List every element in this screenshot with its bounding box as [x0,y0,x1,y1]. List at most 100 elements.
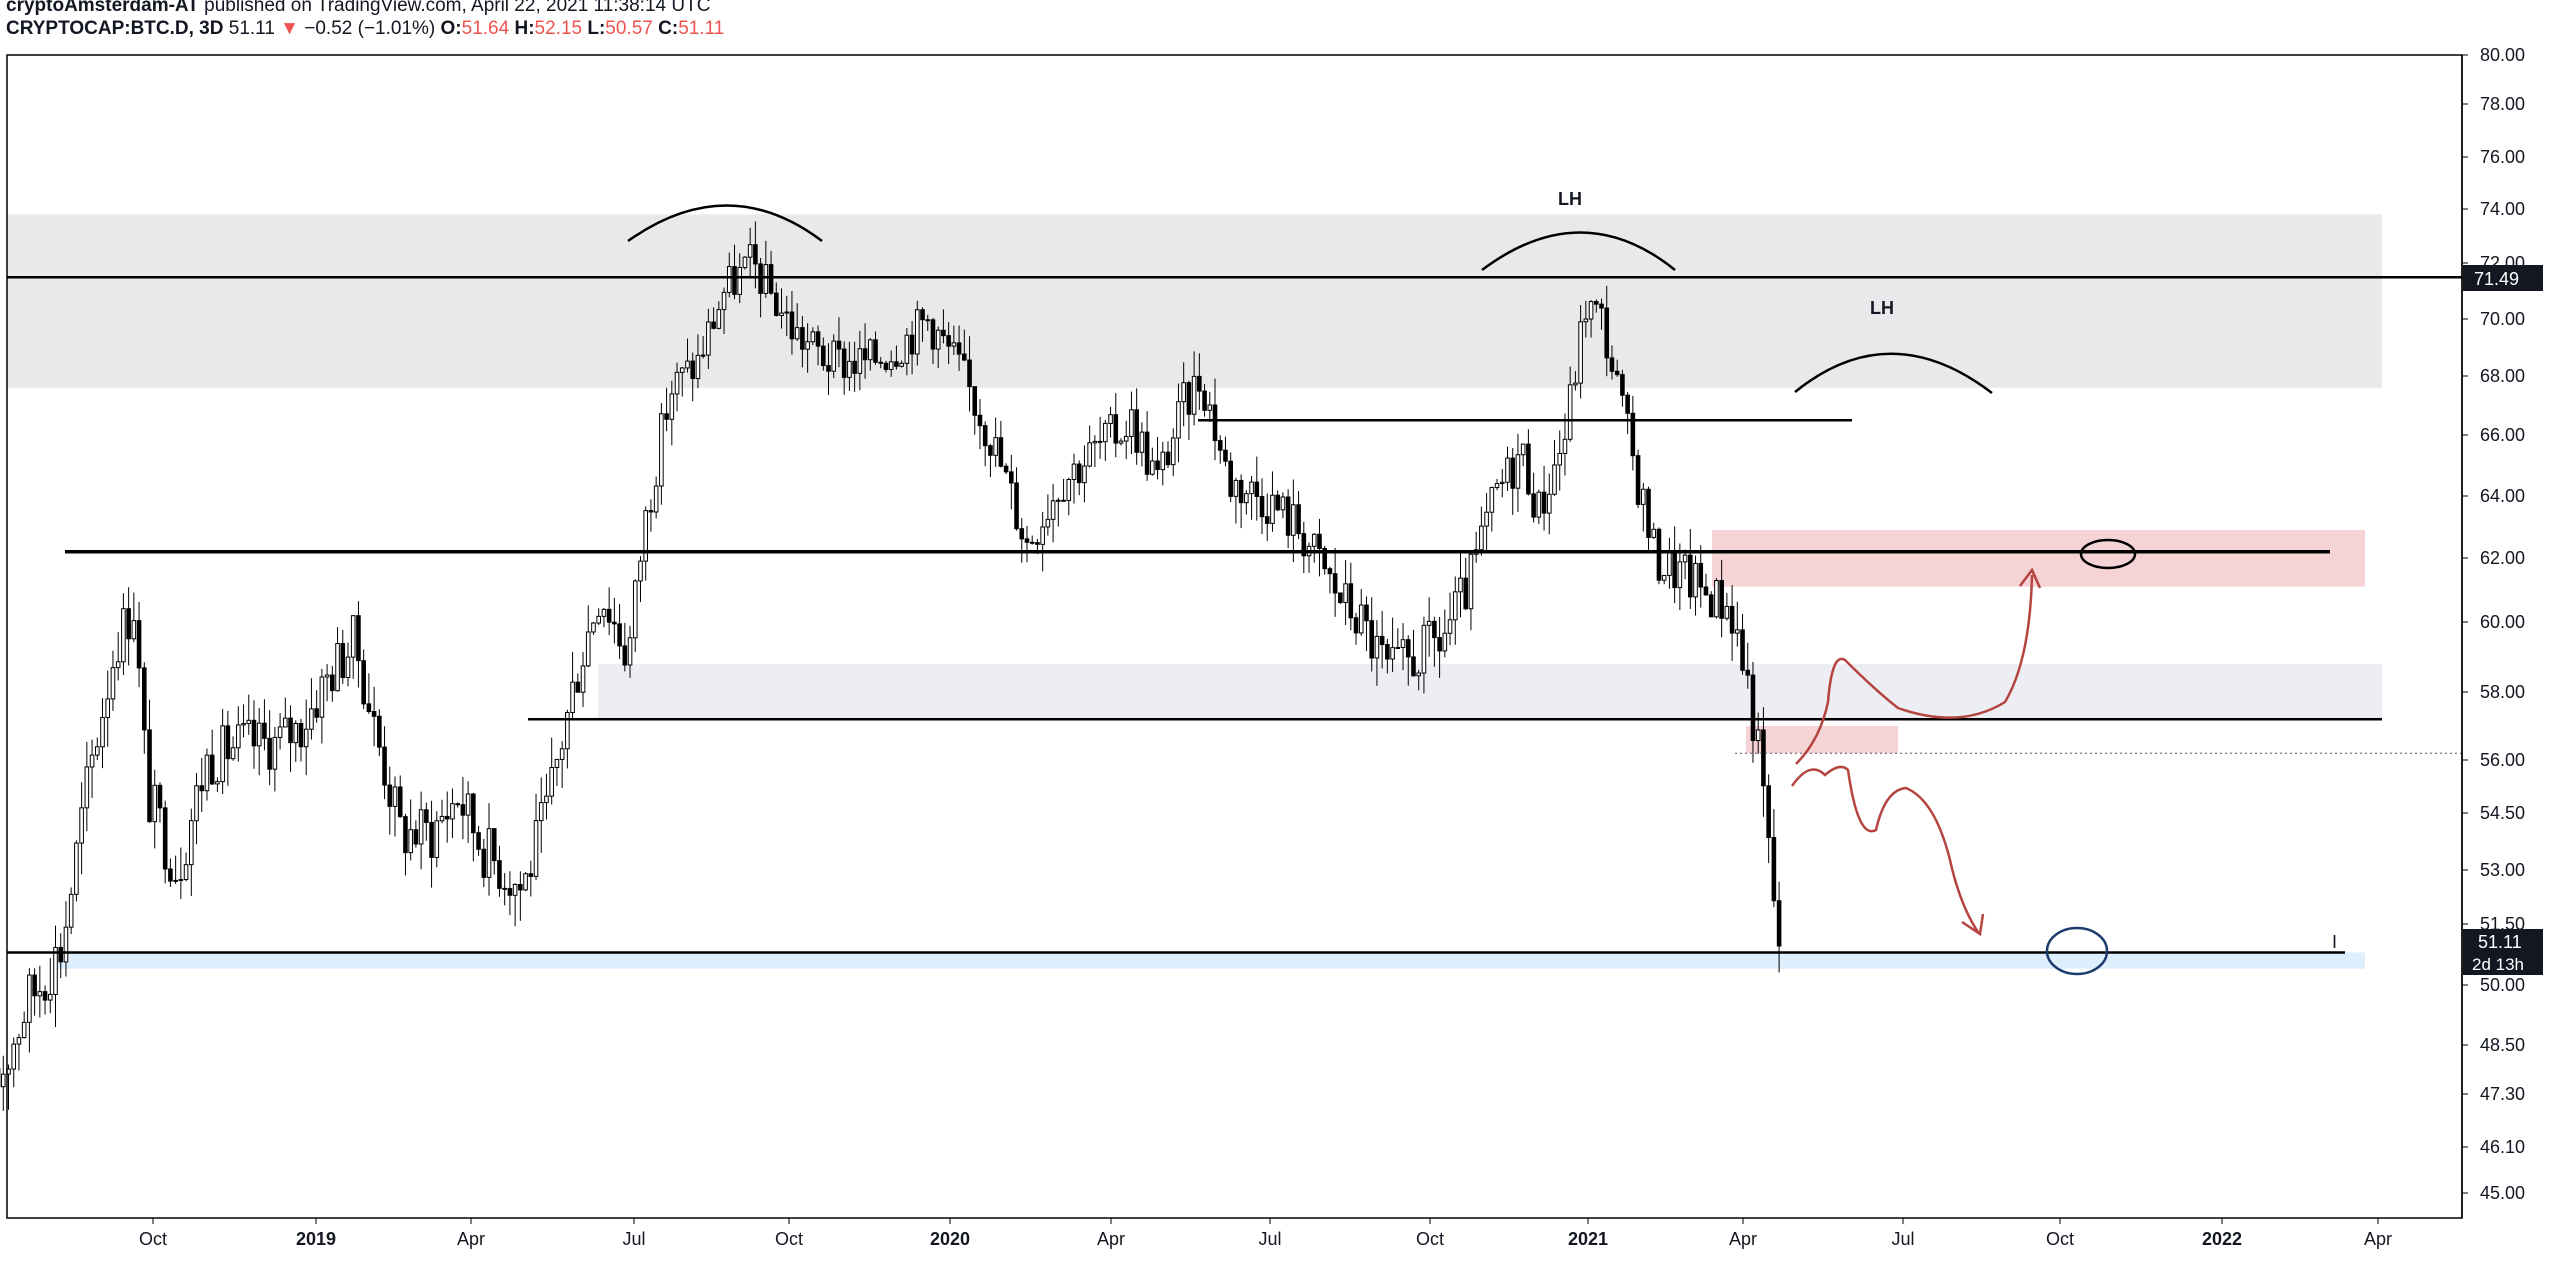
time-tick-label[interactable]: Apr [457,1229,485,1249]
candle-body [1546,493,1552,514]
time-tick-label[interactable]: Jul [1258,1229,1281,1249]
up-arrowhead-icon [2019,567,2042,589]
price-tick-label[interactable]: 62.00 [2480,548,2525,568]
price-tick-label[interactable]: 53.00 [2480,860,2525,880]
candle-body [612,621,617,625]
candle-body [826,365,831,372]
price-tick-label[interactable]: 50.00 [2480,975,2525,995]
time-tick-label[interactable]: Oct [775,1229,803,1249]
high-value: 52.15 [534,18,583,39]
price-tick-label[interactable]: 54.50 [2480,803,2525,823]
candles-layer [0,221,1782,1111]
time-tick-label[interactable]: 2020 [930,1229,970,1249]
candle-body [1207,404,1213,411]
candle-body [549,767,554,797]
candle-body [847,360,852,378]
time-tick-label[interactable]: Oct [2046,1229,2074,1249]
candle-body [42,991,48,1001]
time-tick-label[interactable]: 2022 [2202,1229,2242,1249]
candle-body [110,667,116,700]
candle-body [930,319,936,350]
candle-body [262,722,267,739]
candle-body [800,327,805,350]
time-tick-label[interactable]: 2019 [296,1229,336,1249]
price-tick-label[interactable]: 78.00 [2480,94,2525,114]
candle-body [690,360,696,380]
candle-body [862,348,868,361]
red-retest-zone [1746,726,1898,754]
candle-body [1520,443,1526,456]
candle-body [267,737,272,770]
time-tick-label[interactable]: Apr [2364,1229,2392,1249]
price-tick-label[interactable]: 80.00 [2480,45,2525,65]
time-tick-label[interactable]: Apr [1729,1229,1757,1249]
candle-body [737,267,743,295]
candle-body [1327,568,1333,575]
candle-body [105,698,111,719]
price-tick-label[interactable]: 46.10 [2480,1137,2525,1157]
candle-body [1395,646,1401,649]
price-tick-label[interactable]: 47.30 [2480,1084,2525,1104]
candle-body [1510,457,1516,489]
price-tick-label[interactable]: 58.00 [2480,682,2525,702]
candle-body [37,991,43,997]
candle-body [1593,301,1599,305]
candle-body [779,312,784,316]
price-tick-label[interactable]: 60.00 [2480,612,2525,632]
candle-body [236,724,241,749]
candle-body [565,712,570,750]
time-tick-label[interactable]: Oct [1416,1229,1444,1249]
candle-body [1468,553,1474,610]
time-tick-label[interactable]: Jul [622,1229,645,1249]
candle-body [585,631,591,667]
candle-body [784,311,790,314]
candle-body [753,244,758,265]
candle-body [669,393,675,420]
candle-body [1155,460,1160,471]
candle-body [1625,394,1630,414]
candle-body [1494,483,1500,489]
candle-body [476,832,481,850]
time-tick-label[interactable]: Oct [139,1229,167,1249]
candle-body [11,1043,17,1070]
price-axis[interactable]: 45.0046.1047.3048.5050.0051.5053.0054.50… [2462,45,2525,1203]
symbol-label[interactable]: CRYPTOCAP:BTC.D, 3D [6,18,224,39]
author-name[interactable]: cryptoAmsterdam-AT [6,0,199,16]
candle-body [1771,836,1777,902]
price-tick-label[interactable]: 56.00 [2480,750,2525,770]
candle-body [533,820,539,877]
candle-body [1223,449,1228,462]
candle-body [1123,435,1129,442]
price-tick-label[interactable]: 76.00 [2480,147,2525,167]
candle-body [1484,511,1489,527]
candle-body [528,873,534,877]
price-tick-label[interactable]: 45.00 [2480,1183,2525,1203]
price-tick-label[interactable]: 70.00 [2480,309,2525,329]
candle-body [559,748,565,760]
candle-body [1646,488,1651,538]
time-tick-label[interactable]: 2021 [1568,1229,1608,1249]
lh-label-2: LH [1870,298,1894,318]
candle-body [1552,464,1557,495]
candle-body [340,643,346,678]
price-tick-label[interactable]: 68.00 [2480,366,2525,386]
candle-body [1672,550,1677,589]
price-tick-label[interactable]: 48.50 [2480,1035,2525,1055]
time-tick-label[interactable]: Apr [1097,1229,1125,1249]
candle-body [815,331,821,347]
candle-body [502,887,507,890]
candle-body [747,244,753,258]
time-axis[interactable]: Oct 2019 Apr Jul Oct 2020 Apr Jul Oct 2021 Apr Jul O… [139,1218,2392,1249]
candle-body [1609,357,1615,372]
price-tick-label[interactable]: 64.00 [2480,486,2525,506]
candle-body [94,746,100,756]
low-value: 50.57 [605,18,653,39]
candle-body [810,331,816,343]
candle-body [246,719,252,725]
candle-body [700,354,706,357]
price-tick-label[interactable]: 66.00 [2480,425,2525,445]
price-tick-label[interactable]: 74.00 [2480,199,2525,219]
candle-body [935,329,941,350]
time-tick-label[interactable]: Jul [1891,1229,1914,1249]
